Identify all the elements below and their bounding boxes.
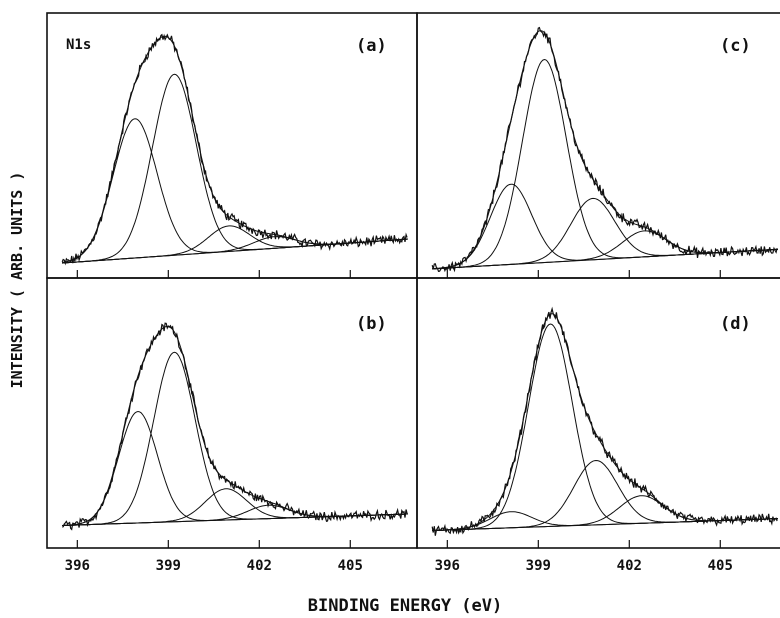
panel-c (431, 26, 778, 273)
panel-d-envelope (432, 313, 778, 531)
tick-label-right-396: 396 (435, 558, 460, 574)
panel-d-spectrum (431, 306, 778, 536)
x-ticks: 396 399 402 405 396 399 402 405 (65, 270, 733, 574)
panel-d (431, 306, 778, 536)
panel-b-spectrum (62, 322, 408, 531)
panel-a-label: (a) (356, 36, 387, 56)
panel-b-envelope (62, 325, 408, 526)
tick-label-right-402: 402 (617, 558, 642, 574)
panel-d-frame (416, 277, 780, 549)
panel-a-envelope (62, 35, 408, 263)
panel-a-spectrum (61, 33, 408, 266)
panel-c-label: (c) (720, 36, 751, 56)
panel-c-component-2 (432, 58, 778, 270)
tick-label-left-405: 405 (338, 558, 363, 574)
tick-label-left-396: 396 (65, 558, 90, 574)
panel-a-component-3 (62, 225, 408, 264)
panel-d-label: (d) (720, 314, 751, 334)
panel-c-envelope (432, 30, 778, 270)
panel-b-component-2 (62, 351, 408, 526)
panel-d-component-2 (432, 323, 778, 531)
tick-label-right-399: 399 (526, 558, 551, 574)
y-axis-label: INTENSITY ( ARB. UNITS ) (8, 172, 26, 389)
x-axis-label: BINDING ENERGY (eV) (308, 596, 502, 616)
tick-label-right-405: 405 (708, 558, 733, 574)
species-label: N1s (66, 37, 91, 53)
panel-c-component-3 (432, 197, 778, 270)
tick-label-left-402: 402 (247, 558, 272, 574)
panel-d-component-4 (432, 495, 778, 531)
panel-c-spectrum (431, 26, 778, 273)
panel-a (61, 33, 408, 266)
panel-b-label: (b) (356, 314, 387, 334)
panel-b (62, 322, 408, 531)
tick-label-left-399: 399 (156, 558, 181, 574)
